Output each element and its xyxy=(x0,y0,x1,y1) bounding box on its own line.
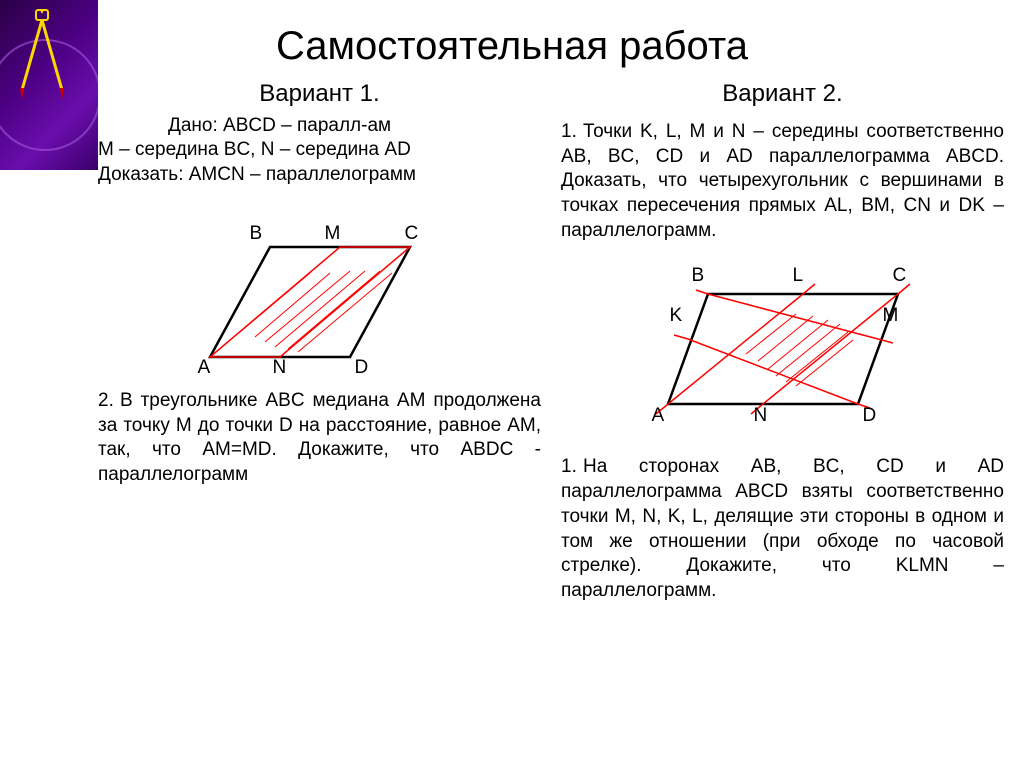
variant-1-figure: B M C A N D xyxy=(190,227,450,377)
task-number: 1. xyxy=(561,455,583,480)
task-text: В треугольнике ABC медиана AM продолжена… xyxy=(98,390,541,485)
label-A: A xyxy=(198,357,211,379)
variant-1-task-2: 2.В треугольнике ABC медиана AM продолже… xyxy=(98,389,541,488)
given-line-1: Дано: ABCD – паралл-ам xyxy=(98,114,541,138)
task-text: На сторонах AB, BC, CD и AD параллелогра… xyxy=(561,456,1004,600)
given-line-3: Доказать: AMCN – параллелограмм xyxy=(98,163,541,187)
label-A: A xyxy=(652,405,665,427)
task-text: Точки K, L, M и N – середины соответстве… xyxy=(561,121,1004,241)
variant-2-figure: B L C K M A N D xyxy=(638,269,928,439)
variant-2-task-2: 1.На сторонах AB, BC, CD и AD параллелог… xyxy=(561,455,1004,603)
label-N: N xyxy=(273,357,287,379)
variant-1-given: Дано: ABCD – паралл-ам M – середина BC, … xyxy=(98,114,541,187)
task-number: 2. xyxy=(98,389,120,414)
label-L: L xyxy=(793,265,804,287)
label-M: M xyxy=(883,305,899,327)
variant-1-column: Вариант 1. Дано: ABCD – паралл-ам M – се… xyxy=(98,80,541,604)
variant-1-heading: Вариант 1. xyxy=(98,80,541,108)
given-line-2: M – середина BC, N – середина AD xyxy=(98,138,541,162)
label-C: C xyxy=(405,223,419,245)
label-D: D xyxy=(863,405,877,427)
label-K: K xyxy=(670,305,683,327)
variant-2-heading: Вариант 2. xyxy=(561,80,1004,108)
label-B: B xyxy=(692,265,705,287)
label-C: C xyxy=(893,265,907,287)
label-B: B xyxy=(250,223,263,245)
page-title: Самостоятельная работа xyxy=(0,24,1024,69)
label-N: N xyxy=(754,405,768,427)
variant-2-task-1: 1.Точки K, L, M и N – середины соответст… xyxy=(561,120,1004,243)
label-M: M xyxy=(325,223,341,245)
label-D: D xyxy=(355,357,369,379)
content-columns: Вариант 1. Дано: ABCD – паралл-ам M – се… xyxy=(98,80,1004,604)
variant-2-column: Вариант 2. 1.Точки K, L, M и N – середин… xyxy=(561,80,1004,604)
task-number: 1. xyxy=(561,120,583,145)
